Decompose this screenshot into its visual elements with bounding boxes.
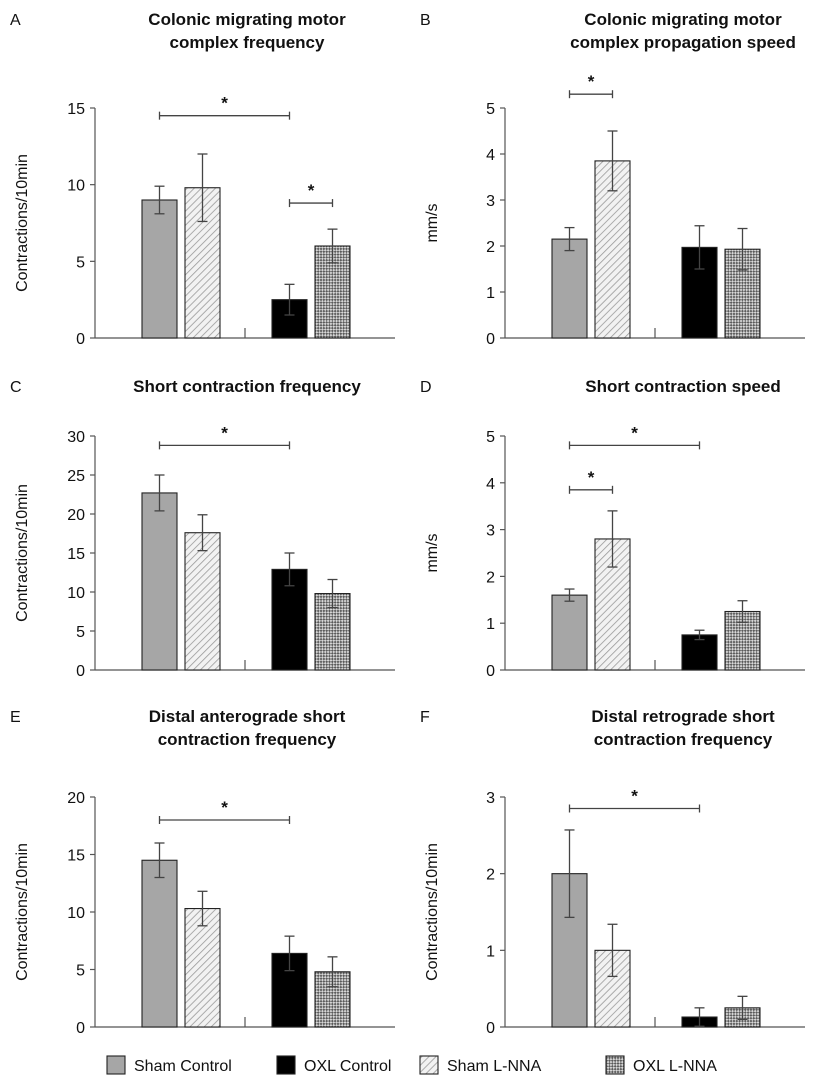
significance-marker: * bbox=[221, 94, 228, 113]
panel-label: B bbox=[420, 12, 431, 29]
legend-label: Sham Control bbox=[134, 1058, 232, 1075]
significance-marker: * bbox=[631, 787, 638, 806]
y-tick-label: 15 bbox=[67, 848, 85, 865]
bar bbox=[681, 634, 718, 671]
y-tick-label: 5 bbox=[76, 963, 85, 980]
bar bbox=[184, 907, 221, 1028]
bar bbox=[551, 594, 588, 671]
y-tick-label: 2 bbox=[486, 239, 495, 256]
y-tick-label: 2 bbox=[486, 867, 495, 884]
y-tick-label: 1 bbox=[486, 616, 495, 633]
y-tick-label: 5 bbox=[76, 254, 85, 271]
y-tick-label: 3 bbox=[486, 790, 495, 807]
y-tick-label: 0 bbox=[486, 1020, 495, 1037]
y-tick-label: 0 bbox=[76, 331, 85, 348]
panel-d: D Short contraction speed mm/s 0 1 2 3 4 5 * * bbox=[420, 377, 805, 680]
legend-item: OXL Control bbox=[276, 1055, 391, 1075]
panel-title: Short contraction frequency bbox=[133, 377, 361, 396]
legend-item: Sham L-NNA bbox=[419, 1055, 542, 1075]
panel-label: E bbox=[10, 709, 21, 726]
y-tick-label: 4 bbox=[486, 476, 495, 493]
panels: A Colonic migrating motor complex frequenc… bbox=[10, 10, 805, 1037]
panel-e: E Distal anterograde short contraction fre… bbox=[10, 707, 395, 1037]
y-axis-label: Contractions/10min bbox=[14, 484, 31, 622]
y-axis-label: Contractions/10min bbox=[14, 843, 31, 981]
panel-c: C Short contraction frequency Contractions… bbox=[10, 377, 395, 680]
legend-label: OXL L-NNA bbox=[633, 1058, 717, 1075]
bar bbox=[551, 238, 588, 339]
legend-swatch bbox=[605, 1055, 625, 1075]
y-tick-label: 5 bbox=[486, 429, 495, 446]
panel-title: complex propagation speed bbox=[570, 33, 796, 52]
y-axis-label: Contractions/10min bbox=[14, 154, 31, 292]
bar bbox=[141, 492, 178, 671]
y-tick-label: 0 bbox=[486, 663, 495, 680]
y-tick-label: 3 bbox=[486, 523, 495, 540]
y-tick-label: 5 bbox=[76, 624, 85, 641]
y-tick-label: 10 bbox=[67, 905, 85, 922]
significance-marker: * bbox=[221, 798, 228, 817]
legend: Sham Control OXL Control Sham L-NNA OXL L-N… bbox=[106, 1055, 717, 1075]
y-axis-label: mm/s bbox=[424, 203, 441, 242]
y-tick-label: 0 bbox=[486, 331, 495, 348]
panel-f: F Distal retrograde short contraction freq… bbox=[420, 707, 805, 1037]
y-tick-label: 2 bbox=[486, 569, 495, 586]
y-tick-label: 1 bbox=[486, 943, 495, 960]
significance-marker: * bbox=[588, 72, 595, 91]
y-tick-label: 25 bbox=[67, 468, 85, 485]
panel-b: B Colonic migrating motor complex propagat… bbox=[420, 10, 805, 348]
significance-marker: * bbox=[308, 181, 315, 200]
y-tick-label: 20 bbox=[67, 790, 85, 807]
panel-title: contraction frequency bbox=[594, 730, 773, 749]
y-tick-label: 15 bbox=[67, 546, 85, 563]
y-tick-label: 1 bbox=[486, 285, 495, 302]
legend-swatch bbox=[276, 1055, 296, 1075]
y-axis-label: Contractions/10min bbox=[424, 843, 441, 981]
legend-item: OXL L-NNA bbox=[605, 1055, 717, 1075]
panel-label: A bbox=[10, 12, 21, 29]
panel-title: contraction frequency bbox=[158, 730, 337, 749]
panel-label: F bbox=[420, 709, 430, 726]
y-tick-label: 15 bbox=[67, 101, 85, 118]
panel-title: Short contraction speed bbox=[585, 377, 781, 396]
y-tick-label: 10 bbox=[67, 178, 85, 195]
legend-label: OXL Control bbox=[304, 1058, 391, 1075]
y-tick-label: 4 bbox=[486, 147, 495, 164]
y-tick-label: 10 bbox=[67, 585, 85, 602]
bar bbox=[141, 859, 178, 1028]
bar bbox=[594, 949, 631, 1028]
legend-label: Sham L-NNA bbox=[447, 1058, 542, 1075]
bar bbox=[184, 532, 221, 671]
panel-title: complex frequency bbox=[170, 33, 325, 52]
panel-title: Distal anterograde short bbox=[149, 707, 346, 726]
bar bbox=[314, 245, 351, 339]
panel-a: A Colonic migrating motor complex frequenc… bbox=[10, 10, 395, 348]
legend-swatch bbox=[419, 1055, 439, 1075]
significance-marker: * bbox=[631, 423, 638, 442]
y-tick-label: 0 bbox=[76, 1020, 85, 1037]
legend-swatch bbox=[106, 1055, 126, 1075]
significance-marker: * bbox=[588, 468, 595, 487]
panel-title: Colonic migrating motor bbox=[148, 10, 346, 29]
y-tick-label: 30 bbox=[67, 429, 85, 446]
y-tick-label: 5 bbox=[486, 101, 495, 118]
bar bbox=[141, 199, 178, 339]
legend-item: Sham Control bbox=[106, 1055, 232, 1075]
bar bbox=[271, 299, 308, 339]
y-tick-label: 20 bbox=[67, 507, 85, 524]
significance-marker: * bbox=[221, 423, 228, 442]
panel-label: C bbox=[10, 379, 22, 396]
y-axis-label: mm/s bbox=[424, 533, 441, 572]
panel-title: Distal retrograde short bbox=[591, 707, 775, 726]
y-tick-label: 3 bbox=[486, 193, 495, 210]
panel-label: D bbox=[420, 379, 432, 396]
y-tick-label: 0 bbox=[76, 663, 85, 680]
panel-title: Colonic migrating motor bbox=[584, 10, 782, 29]
